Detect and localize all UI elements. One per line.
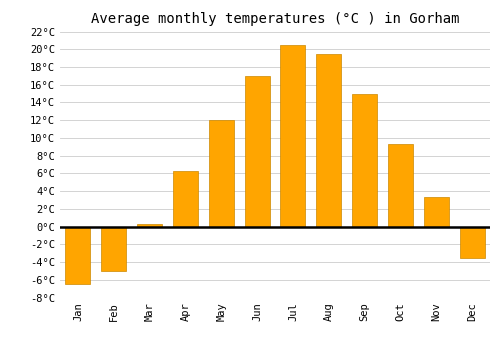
Bar [173, 171, 198, 226]
Bar [101, 226, 126, 271]
Bar [137, 224, 162, 226]
Bar [352, 93, 377, 226]
Bar [316, 54, 342, 226]
Bar [66, 226, 90, 284]
Bar [208, 120, 234, 226]
Bar [244, 76, 270, 226]
Bar [388, 144, 413, 226]
Bar [424, 197, 449, 226]
Bar [460, 226, 484, 258]
Bar [280, 45, 305, 226]
Title: Average monthly temperatures (°C ) in Gorham: Average monthly temperatures (°C ) in Go… [91, 12, 459, 26]
